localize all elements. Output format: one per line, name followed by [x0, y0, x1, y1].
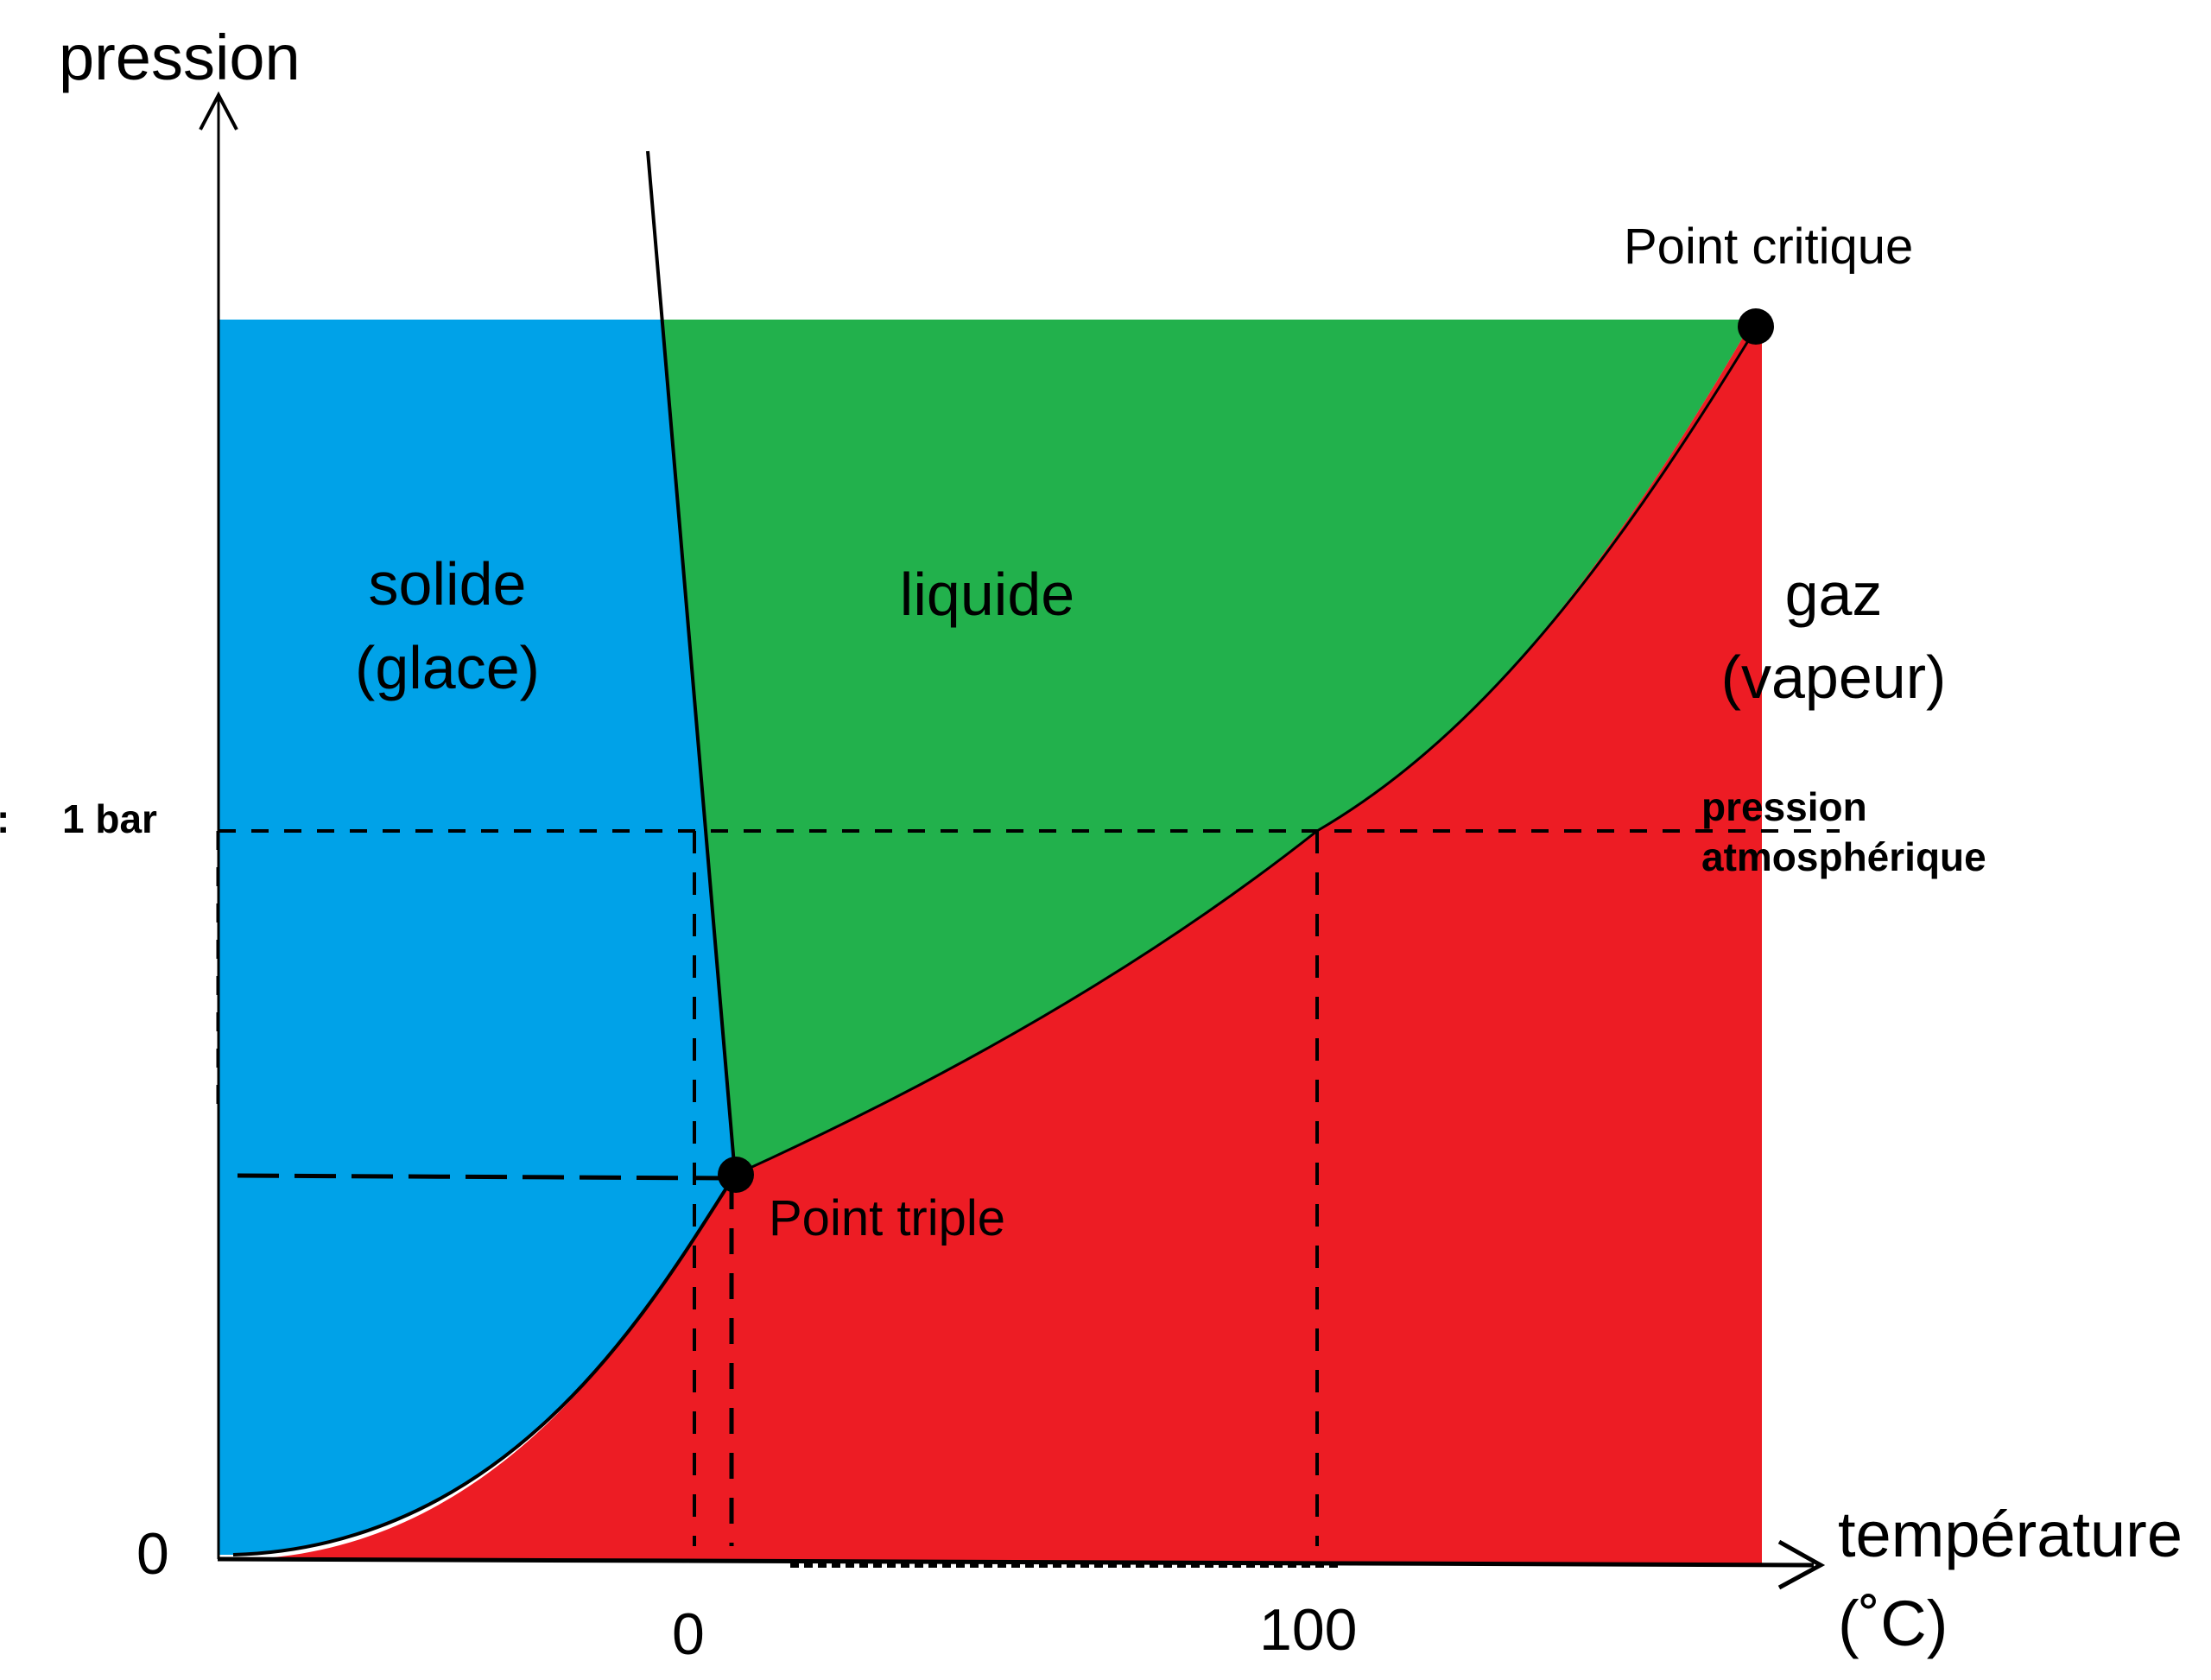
triple-pressure-dashed-line: [237, 1173, 726, 1181]
x-axis-label-line2: (˚C): [1838, 1588, 1948, 1659]
atm-pressure-label-line2: atmosphérique: [1701, 834, 1986, 879]
critical-point-marker: [1738, 308, 1774, 345]
atm-pressure-label-line1: pression: [1701, 784, 1867, 829]
triple-point-label: Point triple: [769, 1190, 1005, 1246]
x-axis-label-line1: température: [1838, 1499, 2182, 1570]
y-tick-zero: 0: [136, 1521, 169, 1587]
liquid-label: liquide: [900, 561, 1074, 628]
liquid-region: [662, 320, 1753, 1175]
gas-label-line2: (vapeur): [1721, 643, 1947, 711]
y-tick-one-bar: 1 bar: [62, 796, 157, 841]
x-axis: [217, 1556, 1815, 1568]
y-axis-label: pression: [59, 22, 301, 93]
gas-region: [250, 320, 1762, 1565]
critical-point-label: Point critique: [1624, 219, 1913, 275]
x-axis-arrow-icon: [1777, 1539, 1826, 1590]
x-tick-zero: 0: [672, 1601, 705, 1667]
solid-label-line2: (glace): [355, 634, 540, 701]
x-tick-hundred: 100: [1259, 1597, 1357, 1663]
solid-label-line1: solide: [369, 550, 527, 618]
sublimation-curve: [232, 1173, 737, 1556]
melting-curve: [646, 150, 737, 1176]
solid-region: [219, 320, 735, 1555]
triple-point-marker: [718, 1157, 754, 1193]
y-axis-arrow-icon: [199, 91, 238, 130]
gas-label-line1: gaz: [1785, 561, 1883, 628]
y-tick-stray-mark: :: [0, 796, 10, 841]
